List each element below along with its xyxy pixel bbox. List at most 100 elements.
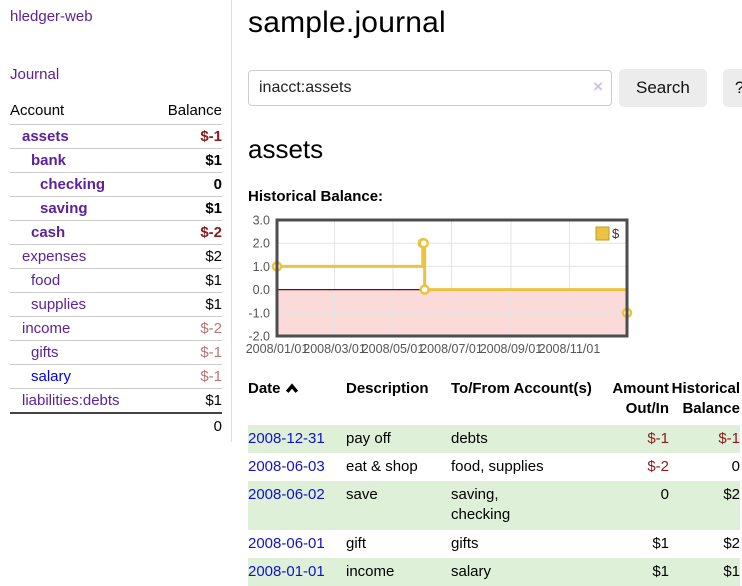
register-header-date[interactable]: Date (248, 377, 346, 425)
accounts-total-value: 0 (151, 412, 222, 439)
transaction-row[interactable]: 2008-12-31 pay off debts $-1 $-1 (248, 424, 740, 453)
transaction-description: pay off (346, 429, 391, 447)
transaction-description: save (346, 486, 378, 503)
transaction-amount: $-2 (647, 457, 669, 475)
x-tick-label: 2008/01/01 (246, 342, 309, 356)
account-row: checking 0 (10, 172, 222, 197)
x-tick-label: 2008/05/01 (362, 342, 425, 356)
y-tick-label: -2.0 (248, 330, 270, 344)
chart-title: Historical Balance: (248, 188, 384, 205)
transaction-amount: $1 (652, 534, 669, 552)
x-tick-label: 2008/11/01 (539, 342, 601, 356)
account-link[interactable]: checking (40, 176, 106, 193)
account-balance: $1 (151, 148, 222, 173)
search-input[interactable] (248, 70, 612, 106)
account-balance: $-1 (151, 364, 222, 389)
transaction-accounts: saving, checking (451, 486, 511, 524)
sidebar: hledger-web Journal Account Balance asse… (0, 0, 232, 442)
transaction-row[interactable]: 2008-06-01 gift gifts $1 $2 (248, 530, 740, 558)
transaction-amount: 0 (660, 486, 669, 503)
account-link[interactable]: bank (31, 152, 67, 169)
accounts-header-account: Account (10, 102, 65, 119)
x-tick-label: 2008/09/01 (480, 342, 543, 356)
register-header-description: Description (346, 380, 429, 397)
accounts-total-row: 0 (10, 412, 222, 439)
account-link[interactable]: assets (22, 128, 69, 145)
help-button[interactable]: ? (722, 69, 742, 107)
transaction-date-link[interactable]: 2008-01-01 (248, 562, 325, 580)
register-table: Date Description To/From Account(s) Amou… (248, 377, 740, 586)
historical-balance-chart: 3.0 2.0 1.0 0.0 -1.0 -2.0 2008/01/01 2008/03/01… (244, 214, 738, 362)
transaction-date-link[interactable]: 2008-06-01 (248, 534, 325, 552)
account-link[interactable]: saving (40, 200, 88, 217)
transaction-accounts: debts (451, 429, 488, 447)
register-header-accounts: To/From Account(s) (451, 380, 592, 397)
account-row: bank $1 (10, 148, 222, 173)
account-balance: $-1 (151, 124, 222, 149)
chart-canvas: 3.0 2.0 1.0 0.0 -1.0 -2.02008/01/012008/03/01… (246, 214, 633, 356)
account-row: assets $-1 (10, 124, 222, 149)
y-tick-label: -1.0 (248, 306, 270, 320)
transaction-row[interactable]: 2008-06-02 save saving, checking 0 $2 (248, 481, 740, 530)
account-heading: assets (248, 134, 324, 164)
clear-search-icon[interactable]: × (593, 77, 603, 96)
transaction-date-link[interactable]: 2008-12-31 (248, 429, 325, 447)
accounts-header-balance: Balance (167, 102, 222, 119)
transaction-balance: $2 (723, 534, 740, 552)
transaction-date-link[interactable]: 2008-06-02 (248, 486, 325, 503)
account-row: expenses $2 (10, 244, 222, 269)
transaction-balance: $2 (723, 486, 740, 503)
account-link[interactable]: food (31, 272, 61, 289)
chevron-up-icon (285, 380, 299, 400)
account-row: supplies $1 (10, 292, 222, 317)
account-link[interactable]: expenses (22, 248, 87, 265)
account-link[interactable]: income (22, 320, 71, 337)
accounts-balance-table: Account Balance assets $-1 bank $1 checking 0… (10, 99, 222, 439)
register-header-amount: Amount Out/In (612, 380, 669, 418)
y-tick-label: 1.0 (253, 260, 270, 274)
app-title-link[interactable]: hledger-web (10, 8, 93, 25)
account-row: gifts $-1 (10, 340, 222, 365)
account-balance: $-1 (151, 340, 222, 365)
account-link[interactable]: cash (31, 224, 66, 241)
transaction-description: gift (346, 534, 367, 552)
account-balance: $1 (151, 196, 222, 221)
account-balance: $2 (151, 244, 222, 269)
transaction-amount: $1 (652, 562, 669, 580)
account-link[interactable]: salary (31, 368, 72, 385)
account-row: cash $-2 (10, 220, 222, 245)
data-point (419, 284, 430, 295)
legend-label: $ (612, 226, 620, 241)
transaction-accounts: gifts (451, 534, 479, 552)
transaction-amount: $-1 (647, 429, 669, 447)
search-form: × Search ? (248, 69, 742, 107)
account-balance: $-2 (151, 316, 222, 341)
account-balance: $1 (151, 388, 222, 413)
y-tick-label: 3.0 (253, 214, 270, 228)
account-row: saving $1 (10, 196, 222, 221)
account-link[interactable]: liabilities:debts (22, 392, 120, 409)
account-link[interactable]: gifts (31, 344, 59, 361)
register-header-row: Date Description To/From Account(s) Amou… (248, 377, 740, 425)
account-balance: $1 (151, 268, 222, 293)
account-link[interactable]: supplies (31, 296, 87, 313)
y-tick-label: 0.0 (253, 283, 270, 297)
account-row: income $-2 (10, 316, 222, 341)
legend-swatch (595, 226, 610, 241)
transaction-date-link[interactable]: 2008-06-03 (248, 457, 325, 475)
account-row: salary $-1 (10, 364, 222, 389)
sidebar-item-journal[interactable]: Journal (10, 66, 60, 83)
search-button[interactable]: Search (619, 69, 707, 107)
x-tick-label: 2008/07/01 (420, 342, 483, 356)
account-balance: $-2 (151, 220, 222, 245)
transaction-row[interactable]: 2008-06-03 eat & shop food, supplies $-2 0 (248, 453, 740, 481)
account-balance: $1 (151, 292, 222, 317)
x-tick-label: 2008/03/01 (303, 342, 366, 356)
transaction-balance: 0 (731, 457, 740, 475)
transaction-accounts: salary (451, 562, 492, 580)
page-title: sample.journal (248, 6, 446, 39)
transaction-description: eat & shop (346, 457, 418, 475)
plot-border (275, 218, 629, 338)
transaction-row[interactable]: 2008-01-01 income salary $1 $1 (248, 557, 740, 586)
y-tick-label: 2.0 (253, 237, 270, 251)
